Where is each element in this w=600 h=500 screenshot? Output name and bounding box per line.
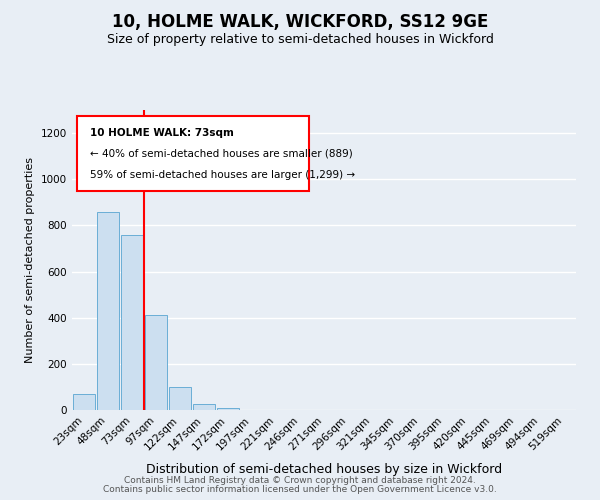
Bar xyxy=(217,408,239,410)
X-axis label: Distribution of semi-detached houses by size in Wickford: Distribution of semi-detached houses by … xyxy=(146,463,502,476)
Text: 10, HOLME WALK, WICKFORD, SS12 9GE: 10, HOLME WALK, WICKFORD, SS12 9GE xyxy=(112,12,488,30)
Bar xyxy=(73,394,95,410)
FancyBboxPatch shape xyxy=(77,116,309,191)
Text: 59% of semi-detached houses are larger (1,299) →: 59% of semi-detached houses are larger (… xyxy=(89,170,355,180)
Y-axis label: Number of semi-detached properties: Number of semi-detached properties xyxy=(25,157,35,363)
Bar xyxy=(97,212,119,410)
Bar xyxy=(145,316,167,410)
Bar xyxy=(193,404,215,410)
Text: Contains HM Land Registry data © Crown copyright and database right 2024.: Contains HM Land Registry data © Crown c… xyxy=(124,476,476,485)
Text: Size of property relative to semi-detached houses in Wickford: Size of property relative to semi-detach… xyxy=(107,32,493,46)
Text: Contains public sector information licensed under the Open Government Licence v3: Contains public sector information licen… xyxy=(103,485,497,494)
Bar xyxy=(121,234,143,410)
Text: 10 HOLME WALK: 73sqm: 10 HOLME WALK: 73sqm xyxy=(89,128,233,138)
Text: ← 40% of semi-detached houses are smaller (889): ← 40% of semi-detached houses are smalle… xyxy=(89,149,352,159)
Bar xyxy=(169,387,191,410)
